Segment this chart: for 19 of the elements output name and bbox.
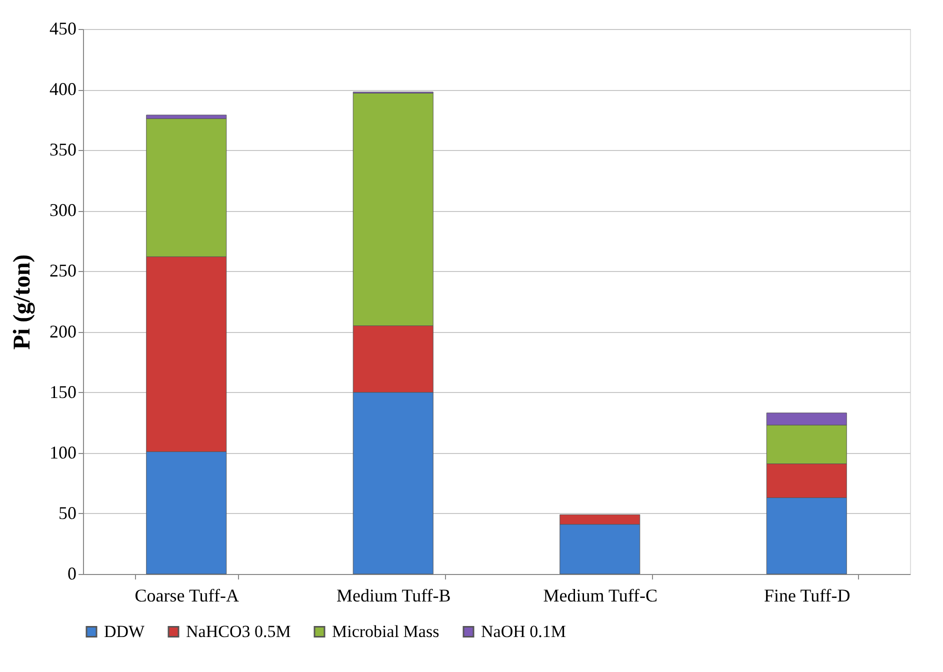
y-tick-label: 100 xyxy=(50,442,76,462)
legend-label: DDW xyxy=(104,622,146,641)
legend-label: NaOH 0.1M xyxy=(481,622,566,641)
x-tick-label: Fine Tuff-D xyxy=(764,586,850,606)
y-tick-label: 250 xyxy=(50,260,76,281)
y-tick-label: 400 xyxy=(50,79,76,100)
x-tick-label: Medium Tuff-B xyxy=(336,586,451,606)
x-tick-label: Coarse Tuff-A xyxy=(134,586,239,606)
legend-label: Microbial Mass xyxy=(332,622,440,641)
y-tick-label: 350 xyxy=(50,140,76,160)
y-tick-label: 0 xyxy=(68,564,76,584)
y-axis-title: Pi (g/ton) xyxy=(10,254,36,350)
x-tick-label: Medium Tuff-C xyxy=(543,586,658,606)
y-tick-label: 50 xyxy=(58,502,76,523)
y-tick-label: 450 xyxy=(50,18,76,38)
y-tick-label: 150 xyxy=(50,382,76,402)
legend-label: NaHCO3 0.5M xyxy=(186,622,291,641)
y-tick-label: 200 xyxy=(50,321,76,342)
y-tick-label: 300 xyxy=(50,200,76,220)
